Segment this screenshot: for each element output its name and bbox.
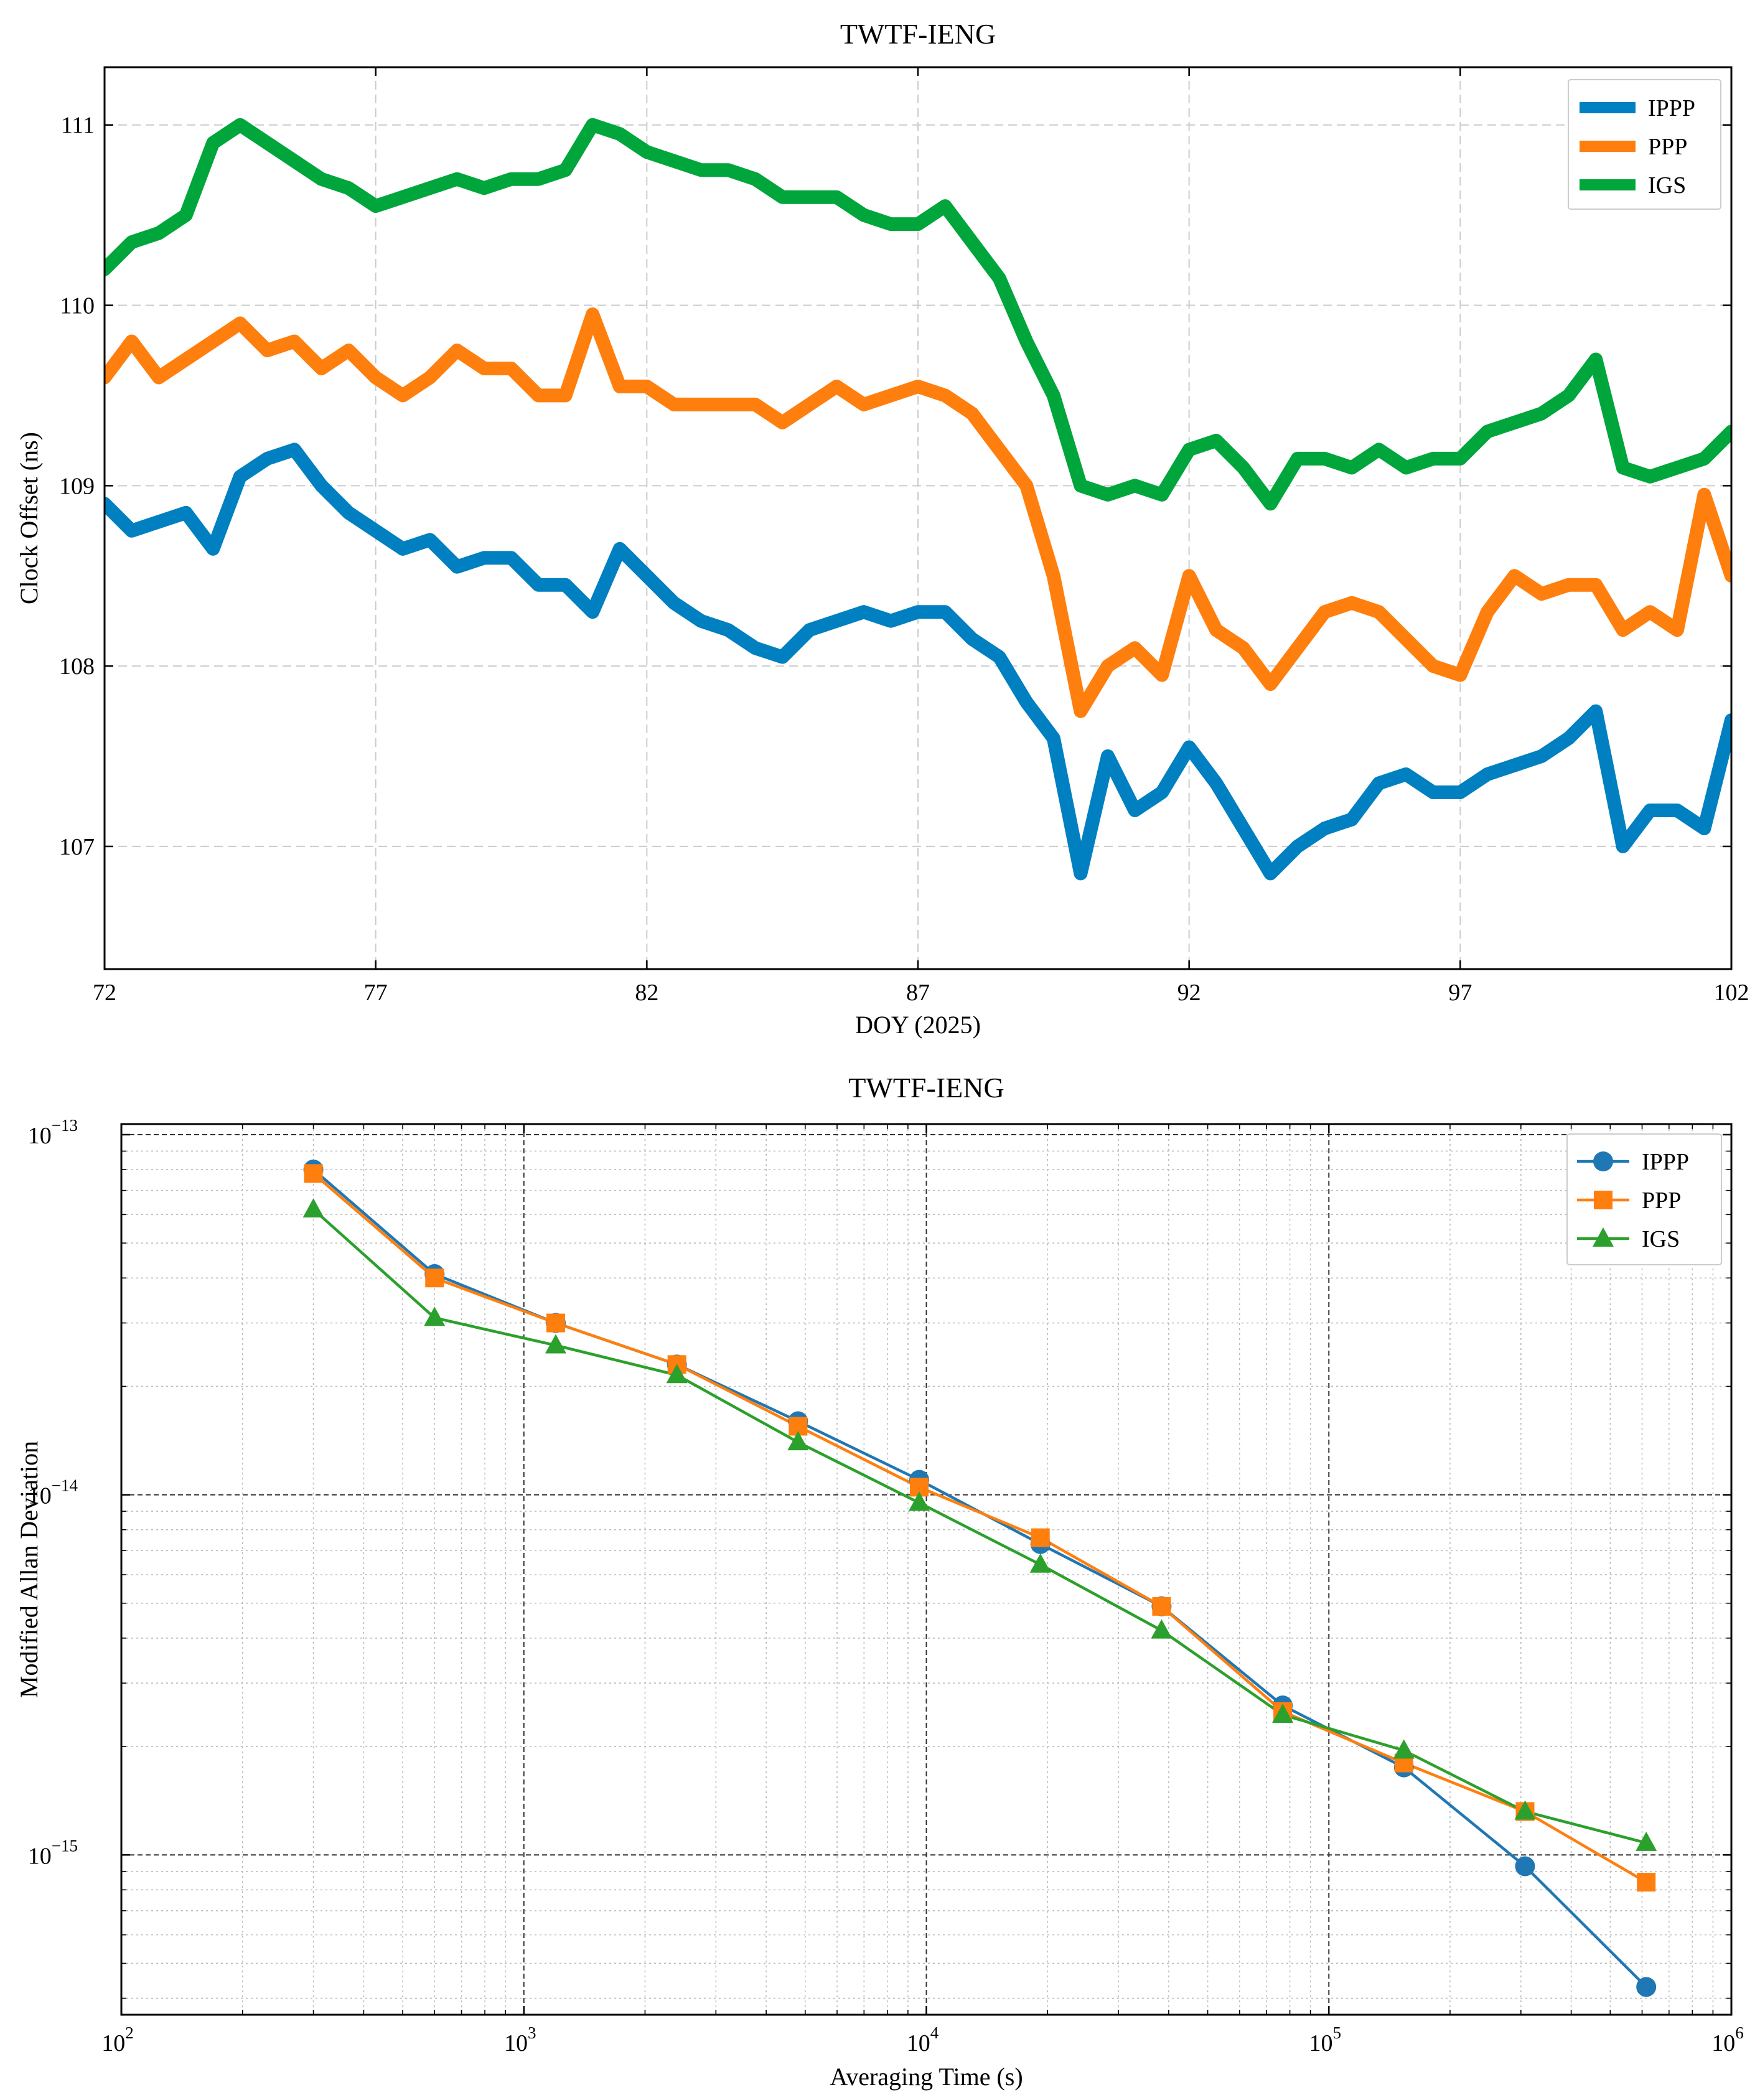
adev-point-ippp — [1515, 1856, 1535, 1877]
x-tick-label: 97 — [1448, 980, 1472, 1006]
allan-deviation-series — [302, 1160, 1657, 1997]
y-tick-label: 108 — [59, 654, 95, 680]
legend-label-ppp: PPP — [1642, 1188, 1681, 1214]
allan-deviation-title: TWTF-IENG — [848, 1072, 1004, 1104]
series-line-igs — [105, 118, 1731, 511]
adev-point-igs — [1514, 1800, 1536, 1820]
y-tick-label: 10−14 — [28, 1476, 78, 1509]
adev-line-igs — [312, 1208, 1647, 1845]
series-line-ppp — [105, 307, 1731, 718]
allan-deviation-legend: IPPP PPP IGS — [1566, 1133, 1722, 1265]
time-series-y-axis-label: Clock Offset (ns) — [15, 432, 43, 604]
allan-deviation-ticks: 102 103 104 105 106 10−15 10−14 10−13 — [28, 1116, 1744, 2056]
time-series-x-axis-label: DOY (2025) — [855, 1011, 981, 1039]
x-tick-label: 105 — [1309, 2023, 1342, 2056]
x-tick-label: 87 — [906, 980, 930, 1006]
y-tick-label: 10−13 — [28, 1116, 78, 1149]
adev-point-ppp — [425, 1268, 444, 1288]
time-series-ticks: 72 77 82 87 92 97 102 107 108 109 110 111 — [59, 67, 1749, 1006]
adev-point-ppp — [546, 1313, 565, 1333]
allan-deviation-y-axis-label: Modified Allan Deviation — [15, 1441, 43, 1698]
adev-point-igs — [666, 1364, 688, 1384]
legend-label-igs: IGS — [1648, 172, 1686, 199]
time-series-lines — [105, 118, 1731, 881]
adev-point-igs — [1151, 1619, 1173, 1639]
adev-point-ppp — [1031, 1528, 1050, 1547]
adev-point-ppp — [304, 1164, 323, 1183]
legend-marker-igs — [1593, 1227, 1614, 1247]
legend-marker-ippp — [1593, 1151, 1613, 1171]
legend-label-ppp: PPP — [1648, 134, 1687, 160]
adev-point-igs — [545, 1334, 566, 1354]
legend-label-igs: IGS — [1642, 1226, 1680, 1252]
adev-point-igs — [302, 1198, 324, 1218]
adev-line-ppp — [312, 1172, 1647, 1884]
legend-label-ippp: IPPP — [1642, 1149, 1689, 1175]
x-tick-label: 92 — [1177, 980, 1201, 1006]
y-tick-label: 110 — [60, 293, 95, 319]
time-series-panel: 72 77 82 87 92 97 102 107 108 109 110 111 TWTF-IENG… — [15, 18, 1749, 1039]
time-series-legend: IPPP PPP IGS — [1568, 79, 1721, 210]
adev-point-igs — [787, 1431, 809, 1451]
legend-label-ippp: IPPP — [1648, 95, 1695, 121]
x-tick-label: 106 — [1711, 2023, 1744, 2056]
time-series-title: TWTF-IENG — [840, 18, 996, 50]
adev-point-ppp — [1637, 1873, 1656, 1892]
adev-point-igs — [1393, 1739, 1415, 1759]
x-tick-label: 77 — [364, 980, 388, 1006]
adev-point-ppp — [1152, 1596, 1171, 1616]
series-line-ippp — [105, 443, 1731, 881]
x-tick-label: 82 — [635, 980, 658, 1006]
allan-deviation-x-axis-label: Averaging Time (s) — [830, 2063, 1023, 2091]
adev-point-igs — [909, 1491, 930, 1511]
y-tick-label: 10−15 — [28, 1836, 78, 1869]
adev-point-igs — [1029, 1553, 1051, 1573]
y-tick-label: 109 — [59, 473, 95, 499]
legend-marker-ppp — [1594, 1191, 1613, 1209]
allan-deviation-panel: 102 103 104 105 106 10−15 10−14 10−13 TWTF-IENG… — [15, 1072, 1744, 2091]
adev-point-igs — [1272, 1704, 1294, 1723]
y-tick-label: 111 — [61, 113, 95, 139]
x-tick-label: 104 — [907, 2023, 939, 2056]
x-tick-label: 72 — [93, 980, 116, 1006]
adev-point-ippp — [1636, 1977, 1657, 1997]
adev-point-igs — [1636, 1831, 1657, 1851]
x-tick-label: 102 — [101, 2023, 134, 2056]
allan-deviation-grid — [121, 1124, 1731, 2015]
y-tick-label: 107 — [59, 834, 95, 860]
adev-point-igs — [424, 1306, 446, 1326]
x-tick-label: 102 — [1714, 980, 1749, 1006]
x-tick-label: 103 — [504, 2023, 536, 2056]
